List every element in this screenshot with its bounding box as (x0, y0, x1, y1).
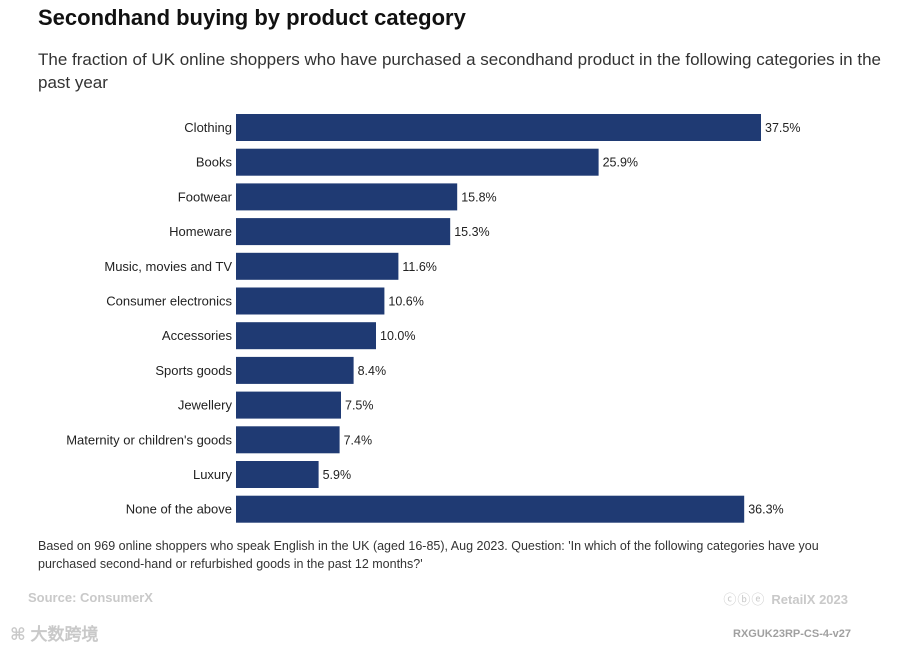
category-label: Sports goods (155, 363, 232, 378)
category-label: Books (196, 155, 233, 170)
category-label: Maternity or children's goods (66, 432, 232, 447)
category-label: Luxury (193, 467, 233, 482)
bar-0 (236, 114, 761, 141)
value-label: 8.4% (358, 364, 387, 378)
category-label: Clothing (184, 120, 232, 135)
value-label: 11.6% (402, 260, 437, 274)
bar-1 (236, 148, 599, 176)
bar-6 (236, 322, 376, 350)
cc-license-icon: ⓒⓑⓔ (723, 592, 766, 607)
brand-text: RetailX 2023 (771, 592, 848, 607)
value-label: 36.3% (748, 503, 783, 517)
bar-3 (236, 218, 451, 246)
value-label: 10.6% (388, 295, 423, 309)
bar-8 (236, 391, 341, 419)
category-label: Jewellery (178, 398, 233, 413)
chart-title: Secondhand buying by product category (38, 5, 466, 30)
value-label: 37.5% (765, 121, 800, 135)
watermark-logo-icon: ⌘ (10, 625, 31, 644)
value-label: 5.9% (323, 468, 352, 482)
source-label: Source: ConsumerX (28, 590, 153, 605)
watermark-text: 大数跨境 (30, 625, 99, 644)
chart-subtitle: The fraction of UK online shoppers who h… (38, 50, 881, 92)
value-label: 25.9% (603, 156, 638, 170)
value-label: 10.0% (380, 329, 415, 343)
category-label: None of the above (126, 502, 232, 517)
bar-9 (236, 426, 340, 454)
value-label: 7.4% (344, 433, 373, 447)
bar-5 (236, 287, 385, 315)
bar-2 (236, 183, 458, 211)
value-label: 15.8% (461, 190, 496, 204)
category-label: Music, movies and TV (104, 259, 232, 274)
bar-chart: Clothing 37.5% Books 25.9% Footwear 15.8% Home… (66, 114, 800, 523)
watermark: ⌘ 大数跨境 (10, 620, 99, 645)
bar-10 (236, 461, 319, 488)
bar-4 (236, 252, 399, 280)
category-label: Accessories (162, 328, 233, 343)
chart-note: Based on 969 online shoppers who speak E… (38, 539, 819, 571)
value-label: 7.5% (345, 399, 374, 413)
value-label: 15.3% (454, 225, 489, 239)
brand-label: ⓒⓑⓔ RetailX 2023 (723, 589, 848, 608)
bar-11 (236, 495, 745, 523)
category-label: Homeware (169, 224, 232, 239)
report-code: RXGUK23RP-CS-4-v27 (733, 628, 851, 640)
bar-7 (236, 356, 354, 384)
category-label: Footwear (178, 189, 233, 204)
category-label: Consumer electronics (106, 294, 232, 309)
